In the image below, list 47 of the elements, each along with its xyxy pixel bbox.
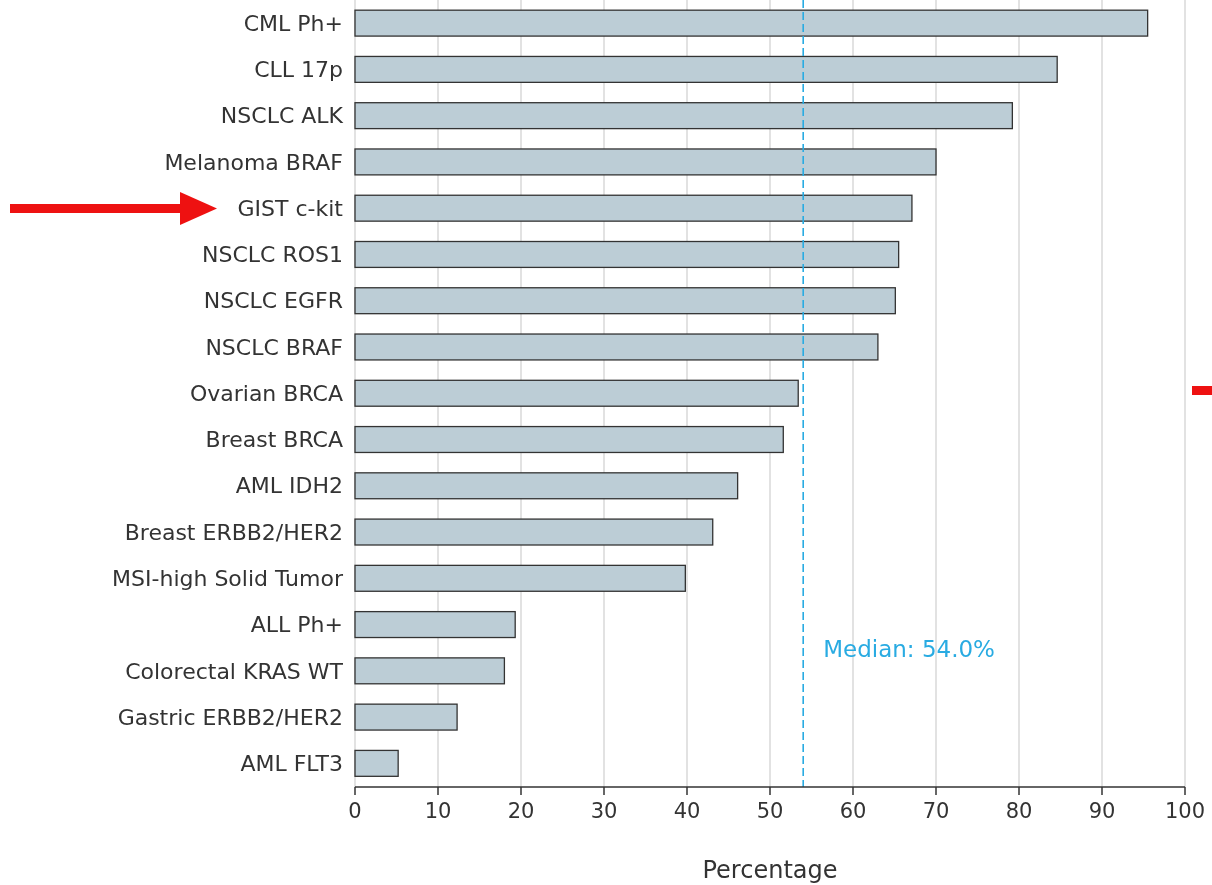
y-tick-label: Melanoma BRAF [164, 149, 343, 175]
x-tick-label: 10 [424, 799, 452, 823]
x-axis-title: Percentage [702, 856, 838, 884]
y-tick-label: AML IDH2 [235, 473, 343, 499]
bar [354, 194, 913, 222]
x-tick-label: 50 [756, 799, 784, 823]
y-tick-label: CML Ph+ [243, 10, 343, 36]
bar [354, 657, 506, 685]
y-tick-label: AML FLT3 [240, 751, 343, 777]
bar [354, 472, 739, 500]
bar [354, 610, 516, 639]
y-tick-label: GIST c-kit [237, 195, 344, 221]
y-tick-label: Colorectal KRAS WT [125, 658, 344, 684]
bar [354, 379, 799, 407]
x-tick-label: 100 [1164, 799, 1206, 823]
bar [354, 55, 1058, 83]
x-tick-label: 0 [348, 799, 362, 823]
y-tick-label: Breast BRCA [205, 427, 343, 453]
y-tick-label: NSCLC ALK [220, 103, 344, 129]
x-tick-label: 30 [590, 799, 618, 823]
y-tick-label: CLL 17p [254, 57, 343, 83]
bar [354, 287, 896, 315]
bar [354, 425, 784, 454]
bar [354, 240, 900, 269]
x-tick-label: 60 [839, 799, 867, 823]
bar [354, 9, 1149, 37]
y-tick-label: NSCLC BRAF [205, 334, 343, 360]
y-tick-label: Breast ERBB2/HER2 [124, 519, 343, 545]
x-tick-label: 80 [1005, 799, 1033, 823]
bar [354, 749, 399, 777]
bar [354, 518, 714, 546]
y-tick-label: Gastric ERBB2/HER2 [117, 704, 343, 730]
x-tick-label: 20 [507, 799, 535, 823]
bar [354, 333, 879, 361]
x-tick-label: 70 [922, 799, 950, 823]
x-tick-label: 40 [673, 799, 701, 823]
x-tick-label: 90 [1088, 799, 1116, 823]
bar [354, 564, 686, 592]
ref-line-label: Median: 54.0% [823, 636, 995, 662]
y-tick-label: MSI-high Solid Tumor [112, 566, 344, 592]
y-tick-label: NSCLC EGFR [203, 288, 343, 314]
y-tick-label: Ovarian BRCA [189, 380, 343, 406]
bar [354, 148, 937, 176]
y-tick-label: ALL Ph+ [250, 612, 343, 638]
bar [354, 102, 1014, 130]
y-tick-label: NSCLC ROS1 [202, 242, 343, 268]
bar [354, 703, 458, 731]
